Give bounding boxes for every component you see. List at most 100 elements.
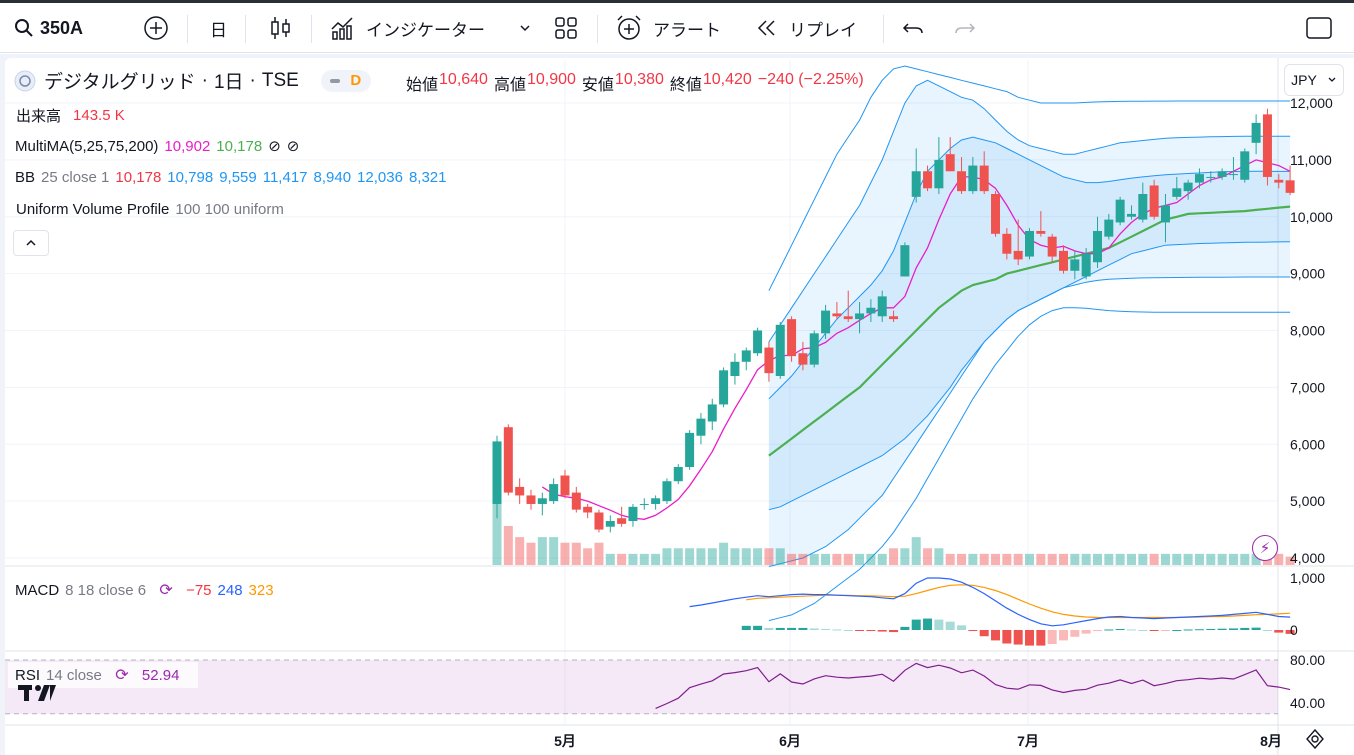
title-exchange: TSE bbox=[261, 69, 299, 91]
macd-histogram-bar bbox=[821, 628, 831, 630]
candle-body bbox=[1002, 233, 1012, 254]
volume-bar bbox=[900, 548, 910, 565]
toolbar-divider bbox=[245, 15, 246, 43]
indicators-dropdown-button[interactable] bbox=[518, 3, 532, 53]
candles-icon bbox=[271, 17, 290, 39]
top-toolbar: 350A 日 インジケーター アラート リプレイ bbox=[0, 3, 1354, 53]
chevron-up-icon bbox=[26, 239, 36, 246]
bb-band-fill-inner bbox=[768, 137, 1291, 510]
lightning-icon[interactable]: ⚡ bbox=[1252, 535, 1278, 561]
rsi-legend[interactable]: RSI 14 close ⟳ 52.94 bbox=[15, 665, 179, 685]
refresh-icon[interactable]: ⟳ bbox=[159, 582, 173, 599]
volume-bar bbox=[583, 548, 593, 565]
bb-value-1: 10,178 bbox=[115, 169, 162, 186]
interval-button[interactable]: 日 bbox=[210, 3, 227, 53]
volume-bar bbox=[1217, 553, 1227, 565]
price-chart[interactable]: 12,000 11,000 10,000 9,000 8,000 7,000 6,000 5,… bbox=[0, 54, 1354, 755]
candle-body bbox=[1274, 179, 1284, 183]
high-value: 10,900 bbox=[526, 71, 576, 88]
indicators-button[interactable]: インジケーター bbox=[330, 3, 485, 53]
volume-bar bbox=[492, 487, 502, 565]
symbol-search[interactable]: 350A bbox=[14, 3, 83, 53]
uvp-legend[interactable]: Uniform Volume Profile 100 100 uniform bbox=[16, 201, 284, 218]
multima-legend[interactable]: MultiMA(5,25,75,200) 10,902 10,178 ⊘ ⊘ bbox=[15, 137, 299, 156]
toolbar-divider bbox=[311, 15, 312, 43]
market-status-badge[interactable]: D bbox=[320, 69, 371, 92]
currency-label: JPY bbox=[1291, 72, 1317, 88]
macd-histogram-bar bbox=[1126, 629, 1136, 631]
compare-add-button[interactable] bbox=[142, 3, 170, 53]
candle-body bbox=[1025, 230, 1035, 257]
volume-bar bbox=[673, 548, 683, 565]
alert-button[interactable]: アラート bbox=[615, 3, 721, 53]
volume-bar bbox=[617, 553, 627, 565]
volume-bar bbox=[787, 553, 797, 565]
candle-body bbox=[877, 296, 887, 317]
undo-button[interactable] bbox=[902, 3, 926, 53]
refresh-icon[interactable]: ⟳ bbox=[115, 667, 129, 684]
macd-pane bbox=[689, 577, 1295, 646]
volume-bar bbox=[798, 553, 808, 565]
low-label: 安値 bbox=[581, 77, 614, 94]
macd-histogram-bar bbox=[1274, 630, 1284, 633]
price-axis: 12,000 11,000 10,000 9,000 8,000 7,000 6,000 5,… bbox=[1290, 95, 1333, 711]
macd-histogram-bar bbox=[1059, 630, 1068, 641]
fullscreen-button[interactable] bbox=[1305, 3, 1333, 53]
volume-bar bbox=[764, 548, 774, 565]
bb-legend[interactable]: BB 25 close 1 10,178 10,798 9,559 11,417… bbox=[15, 169, 446, 186]
candle-body bbox=[549, 484, 559, 502]
volume-legend[interactable]: 出来高 143.5 K bbox=[16, 105, 125, 126]
macd-histogram-bar bbox=[787, 627, 797, 630]
macd-histogram-bar bbox=[798, 627, 808, 630]
candle-body bbox=[1070, 259, 1080, 271]
volume-bar bbox=[1002, 553, 1012, 565]
replay-button[interactable]: リプレイ bbox=[755, 3, 857, 53]
candle-body bbox=[843, 316, 853, 320]
volume-bar bbox=[775, 548, 785, 565]
candle-body bbox=[537, 498, 547, 504]
chart-type-button[interactable] bbox=[268, 3, 294, 53]
collapse-legend-button[interactable] bbox=[13, 230, 49, 256]
volume-bars bbox=[492, 487, 1295, 565]
volume-bar bbox=[1081, 553, 1091, 565]
candle-body bbox=[560, 475, 570, 496]
macd-legend[interactable]: MACD 8 18 close 6 ⟳ −75 248 323 bbox=[15, 580, 274, 600]
settings-button[interactable] bbox=[1305, 728, 1325, 754]
bollinger-bands bbox=[768, 65, 1291, 622]
change-value: −240 (−2.25%) bbox=[757, 71, 864, 88]
volume-bar bbox=[1070, 553, 1080, 565]
candle-body bbox=[673, 467, 683, 482]
rsi-line bbox=[655, 662, 1291, 709]
volume-bar bbox=[934, 548, 944, 565]
candle-body bbox=[1115, 199, 1125, 223]
multima-value-2: 10,178 bbox=[216, 137, 263, 155]
chevron-down-icon bbox=[1328, 77, 1336, 82]
redo-button[interactable] bbox=[952, 3, 976, 53]
layouts-button[interactable] bbox=[554, 3, 578, 53]
candle-body bbox=[1206, 176, 1216, 178]
macd-histogram-bar bbox=[1228, 628, 1238, 630]
uvp-label: Uniform Volume Profile bbox=[16, 201, 170, 218]
price-tick-label: 8,000 bbox=[1290, 323, 1325, 339]
macd-histogram-bar bbox=[1172, 630, 1182, 631]
candle-body bbox=[1081, 253, 1091, 277]
volume-bar bbox=[1160, 553, 1170, 565]
bb-line-bb-upper3 bbox=[768, 65, 1291, 291]
candle-body bbox=[775, 324, 785, 376]
low-value: 10,380 bbox=[614, 71, 664, 88]
bb-line-bb-upper2 bbox=[768, 79, 1291, 343]
currency-selector[interactable]: JPY bbox=[1284, 64, 1344, 96]
volume-bar bbox=[1059, 553, 1068, 565]
replay-label: リプレイ bbox=[789, 20, 857, 40]
volume-bar bbox=[685, 548, 695, 565]
macd-tick-label: 1,000 bbox=[1290, 570, 1325, 586]
candle-body bbox=[571, 492, 581, 510]
macd-histogram-bar bbox=[753, 625, 763, 630]
candle-body bbox=[979, 165, 989, 192]
macd-histogram-bar bbox=[1025, 630, 1035, 646]
tradingview-logo[interactable] bbox=[18, 683, 60, 709]
macd-histogram-bar bbox=[900, 626, 910, 630]
close-value: 10,420 bbox=[702, 71, 752, 88]
volume-bar bbox=[503, 526, 513, 565]
volume-bar bbox=[549, 537, 559, 565]
